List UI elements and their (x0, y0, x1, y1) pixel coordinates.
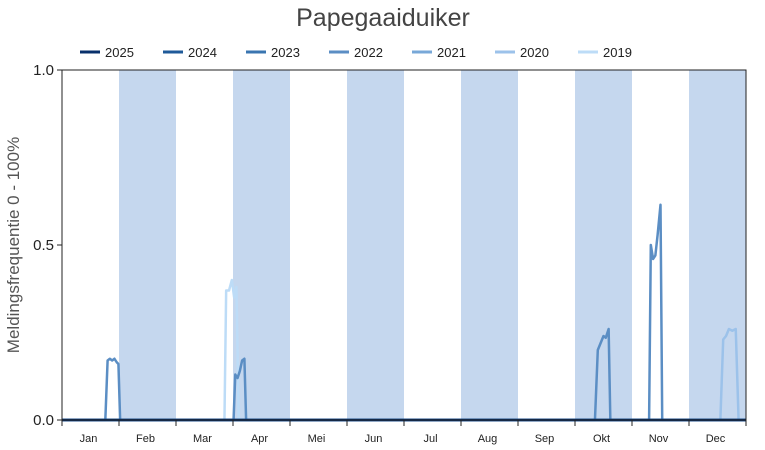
legend-label-2019: 2019 (603, 45, 632, 60)
y-tick-label: 0.0 (33, 412, 54, 429)
x-axis: Jan Feb Mar Apr Mei Jun Jul Aug Sep Okt Nov Dec (61, 420, 747, 445)
legend-label-2025: 2025 (105, 45, 134, 60)
y-axis: 0.0 0.5 1.0 (33, 62, 62, 429)
legend-label-2020: 2020 (520, 45, 549, 60)
x-tick-label-jun: Jun (365, 433, 383, 445)
chart-title: Papegaaiduiker (296, 4, 470, 32)
x-tick-label-apr: Apr (251, 433, 268, 445)
y-tick-label: 0.5 (33, 237, 54, 254)
legend-label-2023: 2023 (271, 45, 300, 60)
legend-label-2022: 2022 (354, 45, 383, 60)
x-tick-label-aug: Aug (478, 433, 498, 445)
x-tick-label-dec: Dec (706, 433, 726, 445)
x-tick-label-mar: Mar (193, 433, 212, 445)
legend-label-2024: 2024 (188, 45, 217, 60)
shade-okt (575, 70, 632, 420)
y-axis-label: Meldingsfrequentie 0 - 100% (4, 137, 23, 353)
shade-jun (347, 70, 404, 420)
plot-area: 0.0 0.5 1.0 Jan Feb Mar Apr Mei Jun Jul Aug Sep Okt… (33, 62, 747, 445)
shade-feb (119, 70, 176, 420)
shade-aug (461, 70, 518, 420)
x-tick-label-okt: Okt (593, 433, 610, 445)
legend: 2025 2024 2023 2022 2021 2020 2019 (80, 45, 632, 60)
x-tick-label-feb: Feb (136, 433, 155, 445)
x-tick-label-jul: Jul (423, 433, 437, 445)
y-tick-label: 1.0 (33, 62, 54, 79)
x-tick-label-mei: Mei (308, 433, 326, 445)
x-tick-label-sep: Sep (535, 433, 555, 445)
series-line-2020 (62, 327, 746, 422)
x-tick-label-nov: Nov (649, 433, 669, 445)
legend-label-2021: 2021 (437, 45, 466, 60)
month-shading (119, 70, 746, 420)
x-tick-label-jan: Jan (80, 433, 98, 445)
